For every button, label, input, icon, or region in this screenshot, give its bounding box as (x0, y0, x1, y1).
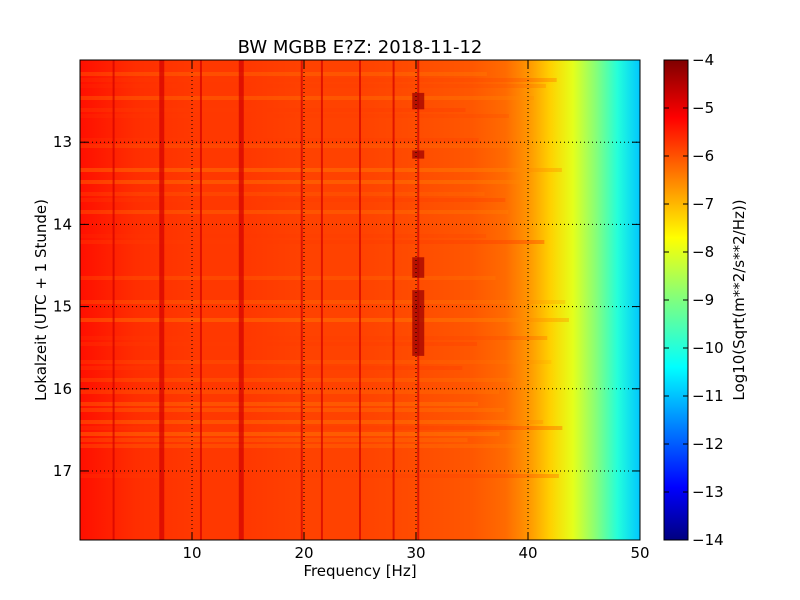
x-tick-label: 40 (518, 544, 537, 562)
texture-row (80, 180, 527, 184)
colorbar-label: Log10(Sqrt(m**2/s**2/Hz)) (730, 199, 748, 400)
x-tick-label: 10 (182, 544, 201, 562)
texture-row (80, 114, 509, 118)
texture-row (80, 192, 485, 196)
texture-row (80, 72, 487, 76)
texture-row (80, 318, 569, 322)
colorbar-tick-label: −10 (692, 339, 724, 357)
colorbar: −4 −5 −6 −7 −8 −9 −10 −11 −12 −13 −14 Log10(Sqrt(m… (663, 51, 748, 549)
x-axis: 10 20 30 40 50 (182, 60, 650, 562)
texture-row (80, 210, 509, 214)
colorbar-tick-label: −12 (692, 435, 724, 453)
y-tick-label: 17 (53, 462, 72, 480)
colorbar-tick-label: −8 (692, 243, 714, 261)
colorbar-tick-label: −4 (692, 51, 714, 69)
transient-burst (412, 257, 425, 278)
y-tick-label: 15 (53, 298, 72, 316)
y-axis-label: Lokalzeit (UTC + 1 Stunde) (32, 199, 50, 401)
texture-row (80, 366, 463, 370)
texture-row (80, 444, 527, 448)
texture-row (80, 360, 552, 364)
texture-row (80, 474, 559, 478)
colorbar-tick-label: −7 (692, 195, 714, 213)
texture-row (80, 402, 479, 406)
transient-burst (412, 150, 425, 159)
chart-title: BW MGBB E?Z: 2018-11-12 (238, 37, 483, 58)
texture-row (80, 378, 515, 382)
texture-row (80, 138, 479, 142)
texture-row (80, 342, 477, 346)
x-tick-label: 50 (630, 544, 649, 562)
colorbar-tick-label: −6 (692, 147, 714, 165)
colorbar-tick-label: −11 (692, 387, 724, 405)
plot-area (79, 59, 641, 541)
transient-bursts (412, 92, 425, 356)
texture-row (80, 408, 505, 412)
x-tick-label: 20 (294, 544, 313, 562)
spectrogram-texture (80, 72, 569, 478)
texture-row (80, 84, 546, 88)
transient-burst (412, 92, 425, 110)
y-tick-label: 16 (53, 380, 72, 398)
texture-row (80, 432, 500, 436)
texture-row (80, 240, 545, 244)
texture-row (80, 390, 500, 394)
colorbar-tick-label: −14 (692, 531, 724, 549)
y-axis: 13 14 15 16 17 (53, 133, 640, 480)
texture-row (80, 78, 557, 82)
y-tick-label: 13 (53, 133, 72, 151)
plot-frame (79, 59, 641, 541)
colorbar-ticks: −4 −5 −6 −7 −8 −9 −10 −11 −12 −13 −14 (664, 51, 724, 549)
transient-burst (412, 290, 425, 356)
texture-row (80, 276, 496, 280)
texture-row (80, 336, 548, 340)
texture-row (80, 96, 534, 100)
colorbar-tick-label: −9 (692, 291, 714, 309)
texture-row (80, 198, 506, 202)
colorbar-tick-label: −13 (692, 483, 724, 501)
y-tick-label: 14 (53, 215, 72, 233)
x-axis-label: Frequency [Hz] (303, 562, 416, 580)
texture-row (80, 420, 544, 424)
colorbar-tick-label: −5 (692, 99, 714, 117)
x-tick-label: 30 (406, 544, 425, 562)
texture-row (80, 108, 466, 112)
texture-row (80, 234, 487, 238)
texture-row (80, 144, 521, 148)
texture-row (80, 438, 468, 442)
spectral-lines (112, 60, 420, 540)
